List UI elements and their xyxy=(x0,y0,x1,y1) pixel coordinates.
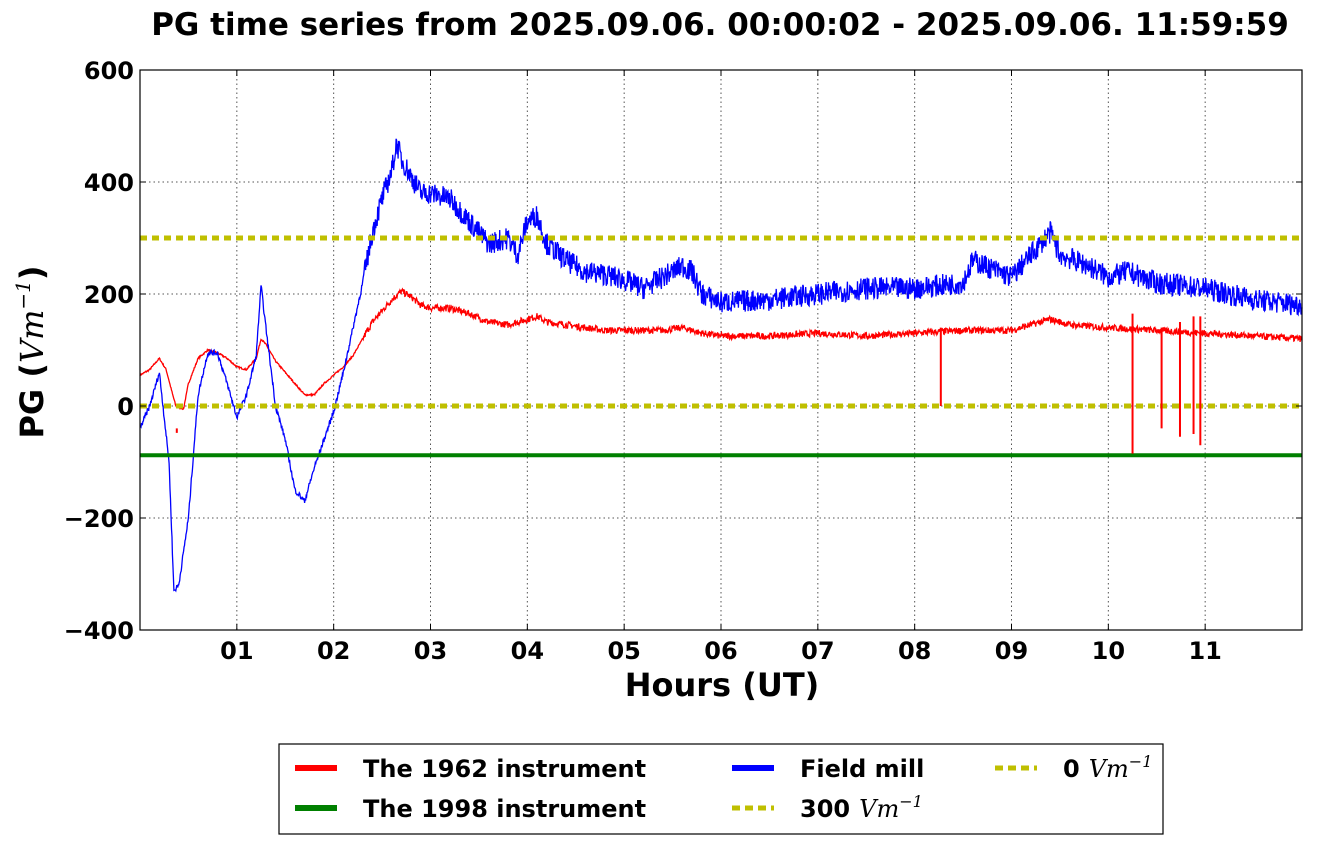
x-tick-label: 02 xyxy=(317,637,350,665)
legend-label-exponent: −1 xyxy=(899,792,923,811)
x-tick-label: 08 xyxy=(898,637,931,665)
y-tick-label: 600 xyxy=(84,57,134,85)
legend-label: The 1998 instrument xyxy=(363,795,646,823)
x-tick-label: 09 xyxy=(995,637,1028,665)
series-lines xyxy=(139,138,1303,593)
legend-label: The 1962 instrument xyxy=(363,755,646,783)
y-axis-label-exponent: −1 xyxy=(11,280,35,309)
legend-label: Field mill xyxy=(800,755,924,783)
y-tick-label: 0 xyxy=(117,393,134,421)
legend-label-text: Field mill xyxy=(800,755,924,783)
y-axis-label-unit: Vm xyxy=(13,310,51,363)
x-tick-label: 04 xyxy=(511,637,544,665)
x-tick-label: 10 xyxy=(1092,637,1125,665)
x-tick-label: 06 xyxy=(704,637,737,665)
legend-label-text: The 1998 instrument xyxy=(363,795,646,823)
y-tick-label: 200 xyxy=(84,281,134,309)
legend-label: 0 Vm−1 xyxy=(1063,752,1152,783)
x-tick-label: 07 xyxy=(801,637,834,665)
legend-label-text: The 1962 instrument xyxy=(363,755,646,783)
legend-label-unit: Vm xyxy=(859,795,899,823)
grid-lines xyxy=(140,70,1302,630)
y-tick-label: −200 xyxy=(64,505,134,533)
legend-label: 300 Vm−1 xyxy=(800,792,923,823)
legend: The 1962 instrument The 1998 instrument Fi… xyxy=(278,743,1164,835)
series-line-2 xyxy=(139,138,1303,593)
legend-box xyxy=(278,743,1164,835)
legend-label-exponent: −1 xyxy=(1129,752,1153,771)
x-tick-label: 03 xyxy=(414,637,447,665)
y-axis-label-prefix: PG ( xyxy=(13,363,51,438)
x-axis-label: Hours (UT) xyxy=(625,666,820,704)
y-axis-label-suffix: ) xyxy=(13,265,51,280)
y-axis-label: PG (Vm−1) xyxy=(11,265,51,438)
chart-title: PG time series from 2025.09.06. 00:00:02… xyxy=(151,7,1289,43)
x-tick-label: 11 xyxy=(1188,637,1221,665)
y-tick-label: 400 xyxy=(84,169,134,197)
x-tick-label: 01 xyxy=(220,637,253,665)
legend-label-text: 300 xyxy=(800,795,850,823)
legend-label-unit: Vm xyxy=(1089,755,1129,783)
y-tick-label: −400 xyxy=(64,617,134,645)
legend-label-text: 0 xyxy=(1063,755,1080,783)
axis-ticks: 01 02 03 04 05 06 07 08 09 10 11 −400 −200 0 200 400 600 xyxy=(64,57,1302,665)
x-tick-label: 05 xyxy=(607,637,640,665)
series-line-1 xyxy=(139,287,1303,411)
